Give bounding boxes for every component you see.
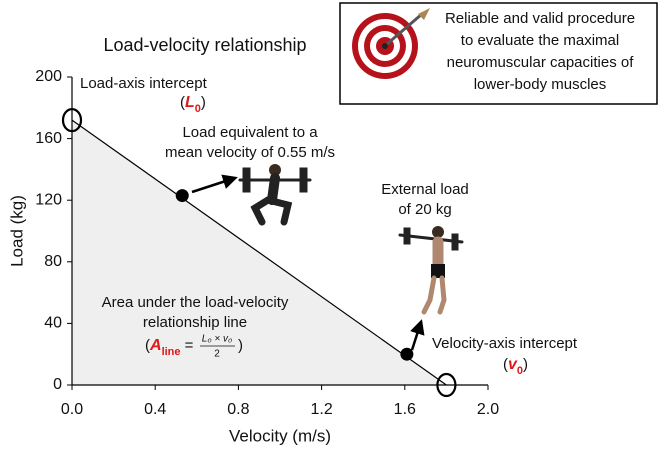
- data-point: [400, 347, 414, 361]
- x-tick-label: 0.8: [227, 401, 249, 418]
- annotation-part: ): [238, 337, 243, 354]
- annotation-part: ): [201, 94, 206, 111]
- annotation: mean velocity of 0.55 m/s: [165, 144, 335, 161]
- annotation: relationship line: [143, 314, 247, 331]
- intercept-marker: [436, 372, 457, 398]
- annotation-part: L: [185, 94, 195, 111]
- annotation: Load-axis intercept: [80, 75, 208, 92]
- annotation-part: A: [149, 337, 162, 354]
- x-tick-label: 0.0: [61, 401, 83, 418]
- annotation-part: =: [181, 337, 194, 354]
- annotation-part: v: [508, 356, 518, 373]
- chart-title: Load-velocity relationship: [103, 35, 306, 55]
- x-axis-label: Velocity (m/s): [229, 426, 331, 445]
- annotation: Load equivalent to a: [182, 124, 318, 141]
- target-icon: [352, 8, 430, 79]
- y-axis-label: Load (kg): [7, 195, 26, 267]
- annotation-part: line: [162, 346, 181, 358]
- annotation-symbol: (L0): [180, 94, 206, 115]
- squat-figure: [238, 164, 312, 226]
- annotation-part: (: [145, 337, 150, 354]
- formula-denominator: 2: [214, 349, 220, 360]
- x-tick-label: 1.6: [394, 401, 416, 418]
- load-velocity-line: [71, 119, 447, 386]
- y-tick-label: 0: [53, 376, 62, 393]
- standing-figure: [398, 226, 464, 315]
- arrow: [410, 319, 425, 351]
- annotation-part: (: [180, 94, 185, 111]
- data-point: [175, 189, 189, 203]
- x-tick-label: 1.2: [310, 401, 332, 418]
- inset-text: Reliable and valid procedure: [445, 10, 635, 27]
- annotation-symbol: (Aline =: [145, 337, 194, 358]
- annotation-part: 0: [517, 365, 523, 377]
- x-tick-label: 0.4: [144, 401, 166, 418]
- formula-numerator: L₀ × v₀: [202, 334, 232, 345]
- y-tick-label: 200: [35, 68, 62, 85]
- y-tick-label: 40: [44, 315, 62, 332]
- y-tick-label: 80: [44, 253, 62, 270]
- inset-text: to evaluate the maximal: [461, 32, 619, 49]
- x-tick-label: 2.0: [477, 401, 499, 418]
- inset-text: lower-body muscles: [474, 76, 607, 93]
- annotation-part: 0: [195, 103, 201, 115]
- annotation-part: (: [503, 356, 508, 373]
- annotation-symbol: (v0): [503, 356, 528, 377]
- inset-text: neuromuscular capacities of: [447, 54, 635, 71]
- y-tick-label: 120: [35, 191, 62, 208]
- annotation: Velocity-axis intercept: [432, 335, 578, 352]
- annotation: of 20 kg: [398, 201, 451, 218]
- intercept-marker: [61, 108, 83, 133]
- annotation: Area under the load-velocity: [102, 294, 289, 311]
- y-tick-label: 160: [35, 130, 62, 147]
- annotation: External load: [381, 181, 469, 198]
- annotation-part: ): [523, 356, 528, 373]
- arrow: [191, 174, 238, 194]
